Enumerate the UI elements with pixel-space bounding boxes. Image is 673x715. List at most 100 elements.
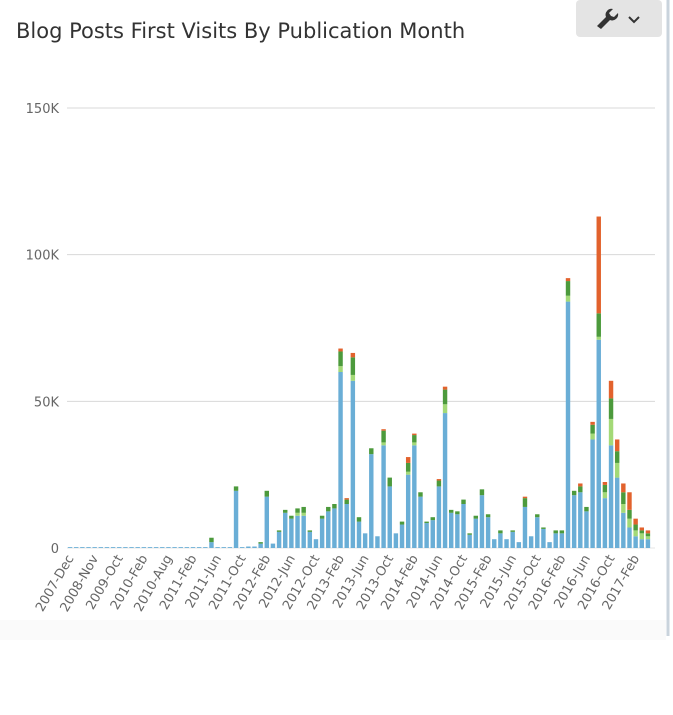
bar-segment xyxy=(559,533,565,548)
bar-segment xyxy=(74,547,79,548)
bar-segment xyxy=(295,508,300,513)
bar-segment xyxy=(602,482,608,485)
chart-title: Blog Posts First Visits By Publication M… xyxy=(16,19,465,43)
bar-segment xyxy=(86,547,91,548)
bar-segment xyxy=(356,517,362,522)
bar-segment xyxy=(645,536,651,540)
bar-segment xyxy=(405,474,411,548)
bar-segment xyxy=(559,530,565,534)
bar-segment xyxy=(602,484,608,493)
bar-segment xyxy=(141,547,147,548)
bar-segment xyxy=(596,216,601,314)
bar-segment xyxy=(405,471,411,475)
bar-segment xyxy=(338,372,343,548)
bar-segment xyxy=(227,547,233,548)
bar-segment xyxy=(350,357,356,375)
bar-segment xyxy=(239,547,245,548)
bar-segment xyxy=(319,518,325,548)
bar-segment xyxy=(405,462,411,472)
wrench-icon xyxy=(597,8,619,30)
bar-segment xyxy=(399,524,405,548)
bar-segment xyxy=(645,539,651,548)
bar-segment xyxy=(92,547,97,548)
bar-segment xyxy=(289,515,294,519)
bar-segment xyxy=(172,547,177,548)
menu-button[interactable] xyxy=(576,0,662,37)
bar-segment xyxy=(405,457,411,463)
bar-segment xyxy=(633,536,638,548)
bar-segment xyxy=(350,374,356,381)
bar-segment xyxy=(535,514,540,518)
bar-segment xyxy=(369,454,374,548)
bar-segment xyxy=(209,537,214,543)
bar-segment xyxy=(221,547,226,548)
bar-segment xyxy=(442,413,448,548)
bar-segment xyxy=(639,530,644,534)
bar-segment xyxy=(110,547,116,548)
bar-segment xyxy=(436,480,442,487)
bar-segment xyxy=(608,418,614,446)
bar-segment xyxy=(344,499,349,504)
bar-segment xyxy=(332,508,337,548)
menu-button-bg[interactable] xyxy=(576,0,662,37)
bar-segment xyxy=(455,511,460,515)
bar-segment xyxy=(541,528,546,548)
bar-segment xyxy=(473,518,479,548)
bar-segment xyxy=(326,506,331,512)
bar-segment xyxy=(455,514,460,548)
bar-segment xyxy=(264,496,270,548)
bar-segment xyxy=(442,386,448,390)
bar-segment xyxy=(535,517,540,548)
bar-segment xyxy=(461,504,466,548)
bar-segment xyxy=(461,499,466,504)
bar-segment xyxy=(608,445,614,548)
bar-segment xyxy=(473,515,479,519)
bar-segment xyxy=(117,547,122,548)
bar-segment xyxy=(307,531,313,548)
bar-segment xyxy=(590,424,595,434)
bar-segment xyxy=(301,506,306,513)
bar-segment xyxy=(196,547,202,548)
bar-segment xyxy=(381,430,386,443)
bar-segment xyxy=(621,504,626,513)
bar-segment xyxy=(608,380,614,399)
bar-segment xyxy=(485,517,491,548)
bar-segment xyxy=(627,509,632,519)
bar-segment xyxy=(504,539,509,548)
bar-segment xyxy=(203,547,208,548)
bar-segment xyxy=(283,512,288,548)
bar-segment xyxy=(516,542,522,548)
footer-fade xyxy=(0,620,666,640)
bar-segment xyxy=(448,512,454,548)
bar-segment xyxy=(442,404,448,414)
bar-segment xyxy=(639,533,644,540)
bar-segment xyxy=(67,547,73,548)
bar-segment xyxy=(80,547,85,548)
bar-segment xyxy=(276,531,282,548)
y-tick-label: 0 xyxy=(51,542,59,557)
bar-segment xyxy=(313,539,319,548)
bar-segment xyxy=(338,351,343,367)
bar-segment xyxy=(295,515,300,548)
bar-segment xyxy=(584,506,589,512)
bar-segment xyxy=(442,389,448,405)
bar-segment xyxy=(448,509,454,513)
bar-segment xyxy=(565,301,571,548)
bar-segment xyxy=(289,518,294,548)
bar-segment xyxy=(362,533,368,548)
bar-segment xyxy=(424,523,429,548)
bar-segment xyxy=(553,530,558,534)
bar-segment xyxy=(633,524,638,531)
bar-segment xyxy=(578,486,583,493)
bar-segment xyxy=(209,542,214,548)
bar-segment xyxy=(553,533,558,548)
bar-segment xyxy=(430,520,435,548)
bar-segment xyxy=(590,421,595,425)
bar-segment xyxy=(602,492,608,499)
bar-segment xyxy=(627,518,632,528)
bar-segment xyxy=(190,547,196,548)
bar-segment xyxy=(123,547,128,548)
bar-segment xyxy=(614,462,620,478)
bar-segment xyxy=(375,536,380,548)
